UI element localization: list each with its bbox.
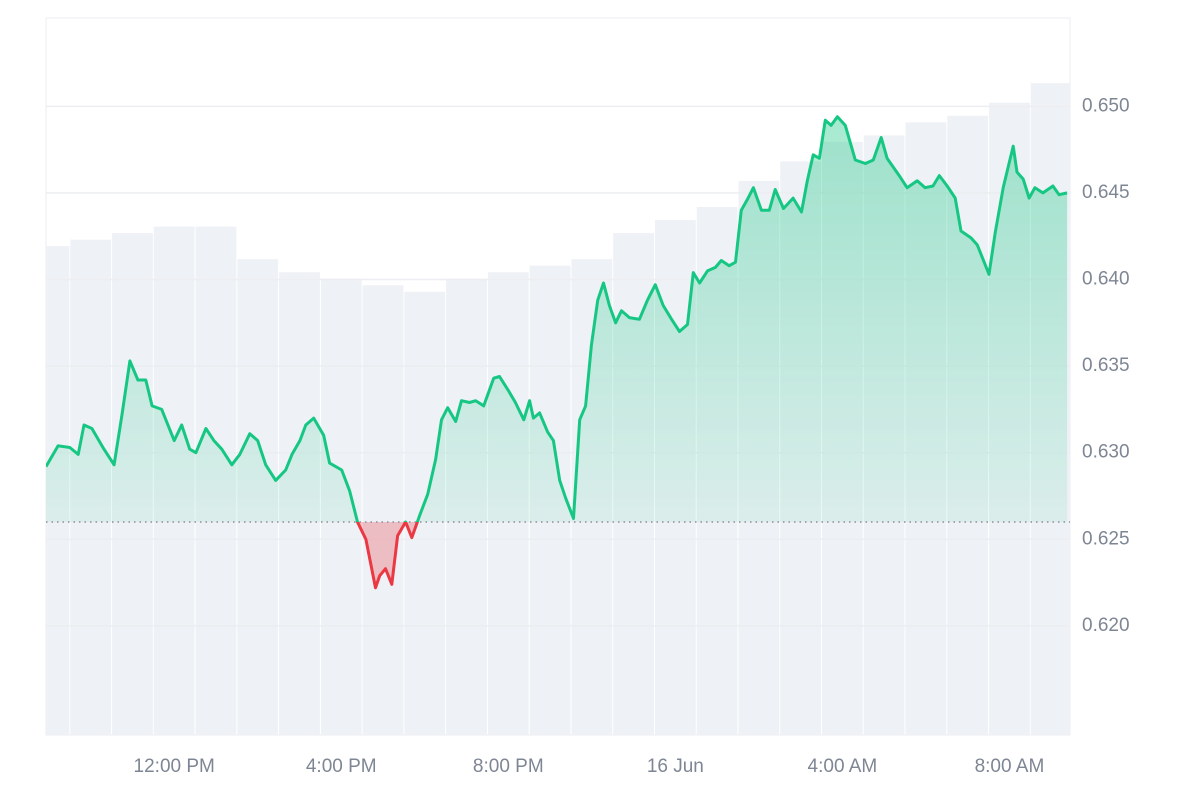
x-tick-label: 12:00 PM: [134, 756, 215, 777]
area-up: [46, 116, 1068, 522]
y-tick-label: 0.620: [1082, 615, 1130, 636]
x-tick-label: 8:00 PM: [473, 756, 544, 777]
price-line-up: [46, 115, 1068, 522]
volume-bar: [362, 285, 404, 735]
y-tick-label: 0.645: [1082, 182, 1130, 203]
y-tick-label: 0.640: [1082, 269, 1130, 290]
x-tick-label: 4:00 PM: [306, 756, 377, 777]
x-tick-label: 4:00 AM: [808, 756, 878, 777]
y-tick-label: 0.635: [1082, 355, 1130, 376]
y-tick-label: 0.650: [1082, 95, 1130, 116]
y-tick-label: 0.625: [1082, 528, 1130, 549]
x-tick-label: 8:00 AM: [975, 756, 1045, 777]
x-tick-label: 16 Jun: [647, 756, 704, 777]
y-tick-label: 0.630: [1082, 442, 1130, 463]
